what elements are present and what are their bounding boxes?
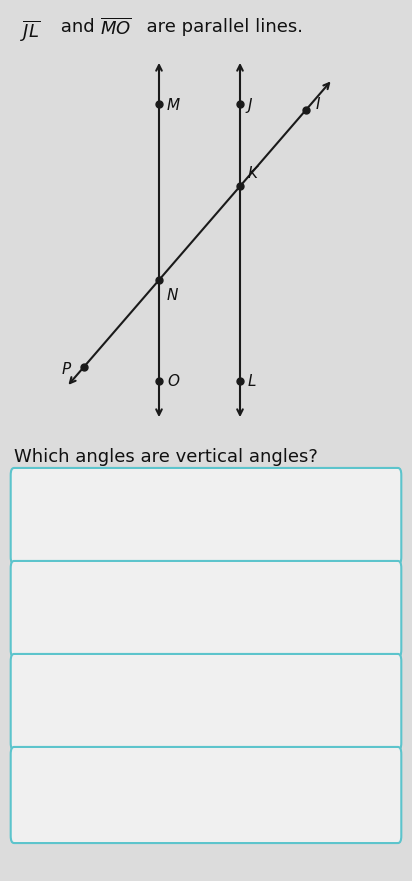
Text: ∠JKI and ∠ONK: ∠JKI and ∠ONK [130, 692, 282, 712]
Text: O: O [167, 374, 179, 389]
Text: $\overline{MO}$: $\overline{MO}$ [100, 18, 132, 39]
Text: are parallel lines.: are parallel lines. [135, 18, 303, 36]
Text: J: J [248, 99, 253, 114]
Text: P: P [62, 362, 71, 377]
Text: $\overline{JL}$: $\overline{JL}$ [20, 18, 40, 43]
Text: and: and [55, 18, 101, 36]
Text: Which angles are vertical angles?: Which angles are vertical angles? [14, 448, 318, 466]
Text: ∠JKI and ∠LKI: ∠JKI and ∠LKI [137, 786, 275, 804]
Text: L: L [248, 374, 257, 389]
Text: ∠JKI and ∠LKN: ∠JKI and ∠LKN [133, 599, 279, 618]
Text: M: M [167, 99, 180, 114]
Text: N: N [167, 288, 178, 303]
Text: K: K [248, 167, 258, 181]
Text: ∠JKI and ∠MNP: ∠JKI and ∠MNP [130, 507, 282, 525]
Text: I: I [316, 97, 321, 112]
